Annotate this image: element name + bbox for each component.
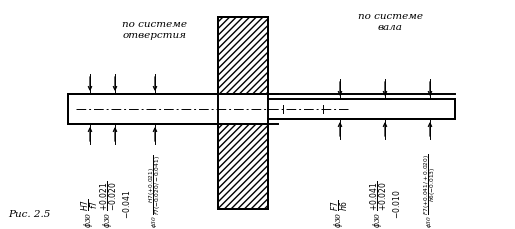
Text: $\phi$30 $\dfrac{F7(+0.041/+0.020)}{h6(-0.013)}$: $\phi$30 $\dfrac{F7(+0.041/+0.020)}{h6(-… (422, 153, 438, 227)
Text: Рис. 2.5: Рис. 2.5 (8, 210, 50, 218)
Text: $\phi$30 $\dfrac{H7}{f7}$: $\phi$30 $\dfrac{H7}{f7}$ (80, 197, 100, 227)
Text: $\phi$30 $\dfrac{H7(+0.021)}{f7(-0.020/-0.041)}$: $\phi$30 $\dfrac{H7(+0.021)}{f7(-0.020/-… (147, 154, 163, 227)
Text: $\phi$30 $\dfrac{F7}{h6}$: $\phi$30 $\dfrac{F7}{h6}$ (330, 198, 350, 227)
Text: по системе
вала: по системе вала (357, 12, 422, 32)
Text: $\phi$30 $\dfrac{+0.021}{-0.020}$
$-0.041$: $\phi$30 $\dfrac{+0.021}{-0.020}$ $-0.04… (98, 180, 132, 227)
Bar (68, 95, 218, 124)
Bar (218, 18, 268, 95)
Bar (268, 100, 455, 120)
Text: по системе
отверстия: по системе отверстия (123, 20, 187, 40)
Text: $\phi$30 $\dfrac{+0.041}{+0.020}$
$-0.010$: $\phi$30 $\dfrac{+0.041}{+0.020}$ $-0.01… (368, 180, 402, 227)
Bar (218, 124, 268, 209)
